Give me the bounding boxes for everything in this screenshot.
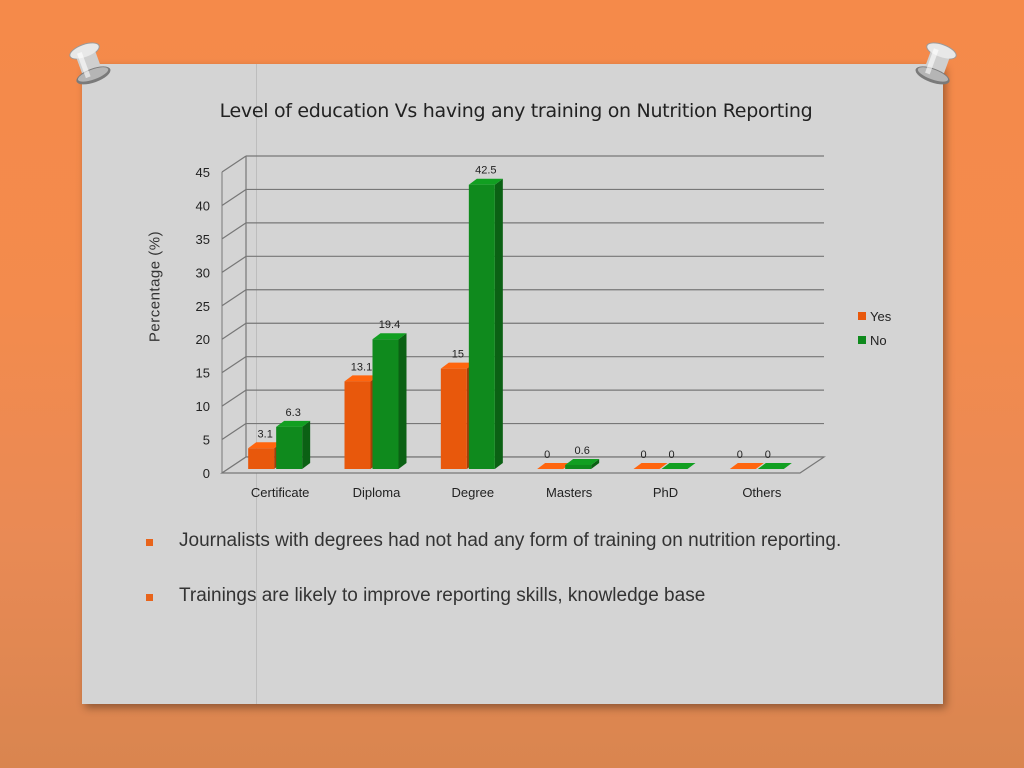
gridline-diagonal — [221, 255, 247, 273]
bar-top-yes — [537, 463, 572, 469]
pushpin-icon — [69, 42, 111, 85]
data-label: 0 — [668, 449, 674, 461]
bar-top-no — [468, 178, 503, 185]
bullet-text: Journalists with degrees had not had any… — [179, 530, 842, 551]
gridline-diagonal — [221, 356, 247, 374]
bar-side-no — [494, 178, 503, 469]
x-tick-label: Degree — [452, 485, 495, 500]
y-tick-label: 5 — [203, 433, 210, 448]
bar-top-yes — [729, 463, 764, 469]
legend-swatch-yes — [858, 312, 866, 320]
bullet-square-icon — [146, 539, 153, 546]
gridline-diagonal — [221, 188, 247, 206]
data-label: 19.4 — [379, 319, 400, 331]
data-label: 0 — [765, 449, 771, 461]
bar-side-no — [398, 333, 407, 469]
bar-top-no — [661, 463, 696, 469]
x-tick-label: Certificate — [251, 485, 310, 500]
y-tick-label: 10 — [196, 399, 210, 414]
chart-title: Level of education Vs having any trainin… — [219, 100, 813, 122]
x-tick-label: PhD — [653, 485, 678, 500]
gridline-diagonal — [221, 423, 247, 441]
data-label: 15 — [452, 349, 464, 361]
x-tick-label: Others — [742, 485, 782, 500]
pushpin-icon — [915, 42, 957, 85]
y-tick-label: 40 — [196, 198, 210, 213]
bar-no — [276, 426, 303, 469]
gridline-diagonal — [221, 289, 247, 307]
bar-top-no — [276, 420, 311, 427]
bullet-text: Trainings are likely to improve reportin… — [179, 585, 706, 606]
bar-top-yes — [440, 362, 475, 369]
gridline-diagonal — [221, 322, 247, 340]
legend-item-no: No — [858, 328, 891, 352]
bar-yes — [248, 448, 275, 469]
bar-top-no — [372, 333, 407, 340]
data-label: 0 — [737, 449, 743, 461]
bar-no — [372, 339, 399, 469]
bar-side-no — [302, 420, 311, 469]
bar-top-yes — [344, 375, 379, 382]
slide-board — [82, 64, 943, 704]
gridline-diagonal — [221, 222, 247, 240]
y-tick-label: 15 — [196, 366, 210, 381]
data-label: 0 — [544, 449, 550, 461]
bar-top-yes — [633, 463, 668, 469]
y-tick-label: 0 — [203, 466, 210, 481]
y-tick-label: 30 — [196, 265, 210, 280]
bullet-item: Trainings are likely to improve reportin… — [146, 585, 936, 640]
y-tick-label: 45 — [196, 165, 210, 180]
data-label: 0 — [640, 449, 646, 461]
legend-label-no: No — [870, 332, 887, 348]
gridline-diagonal — [221, 389, 247, 407]
legend: Yes No — [858, 304, 891, 352]
data-label: 42.5 — [475, 165, 496, 177]
bar-top-yes — [248, 442, 283, 449]
x-tick-label: Diploma — [353, 485, 401, 500]
bar-top-no — [757, 463, 792, 469]
data-label: 13.1 — [351, 361, 372, 373]
y-tick-label: 35 — [196, 232, 210, 247]
bar-no — [468, 184, 495, 469]
bullet-list: Journalists with degrees had not had any… — [146, 530, 936, 640]
data-label: 6.3 — [286, 407, 301, 419]
legend-item-yes: Yes — [858, 304, 891, 328]
board-margin-line — [256, 64, 257, 704]
x-tick-label: Masters — [546, 485, 593, 500]
bar-top-no — [565, 458, 600, 465]
legend-swatch-no — [858, 336, 866, 344]
y-tick-label: 25 — [196, 299, 210, 314]
data-label: 0.6 — [575, 445, 590, 457]
y-tick-label: 20 — [196, 332, 210, 347]
legend-label-yes: Yes — [870, 308, 892, 324]
bullet-item: Journalists with degrees had not had any… — [146, 530, 936, 585]
chart-floor — [220, 456, 826, 474]
bar-side-no — [591, 458, 600, 469]
bar-yes — [344, 381, 371, 469]
bullet-square-icon — [146, 594, 153, 601]
data-label: 3.1 — [258, 428, 273, 440]
bar-no — [565, 464, 592, 469]
gridline-diagonal — [221, 155, 247, 173]
bar-yes — [440, 368, 467, 469]
